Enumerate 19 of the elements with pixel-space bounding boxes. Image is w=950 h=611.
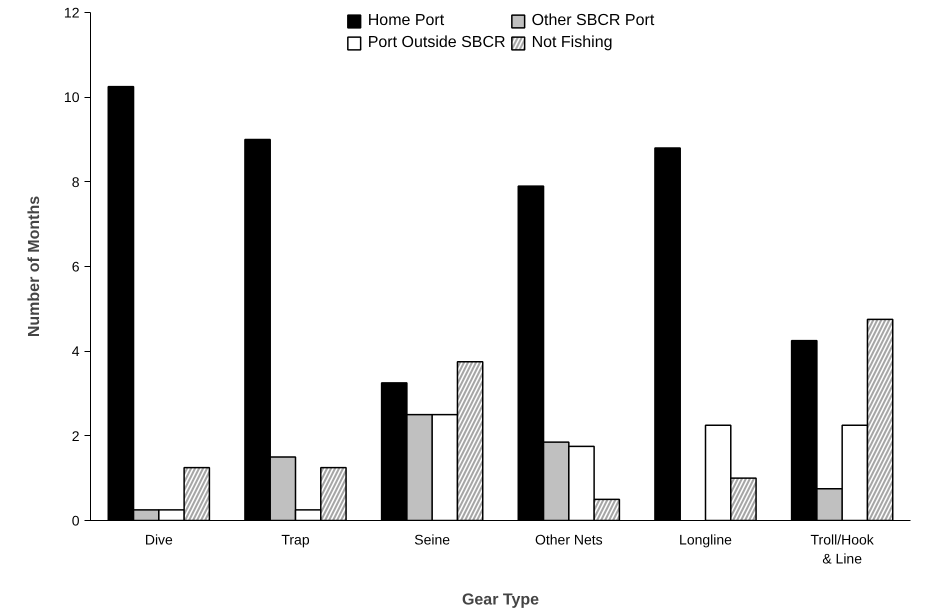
x-axis-title: Gear Type [462,592,540,609]
x-tick-label: Trap [281,532,310,548]
y-tick-label: 6 [72,258,80,274]
legend-label: Port Outside SBCR [368,34,506,52]
x-tick-label: Seine [414,532,450,548]
legend-label: Other SBCR Port [532,12,654,30]
legend-label: Home Port [368,12,444,30]
x-tick-label: Longline [679,532,732,548]
y-tick-label: 2 [72,428,80,444]
y-tick-label: 12 [64,4,80,20]
y-tick-label: 10 [64,89,80,106]
y-tick-label: 4 [72,343,80,360]
x-tick-label: Other Nets [534,532,603,548]
y-tick-label: 0 [72,512,80,528]
y-tick-label: 8 [72,174,80,190]
x-tick-label: Troll/Hook & Line [810,532,875,567]
y-axis-title: Number of Months [26,196,43,338]
x-tick-label: Dive [144,532,174,548]
legend-label: Not Fishing [532,34,612,52]
